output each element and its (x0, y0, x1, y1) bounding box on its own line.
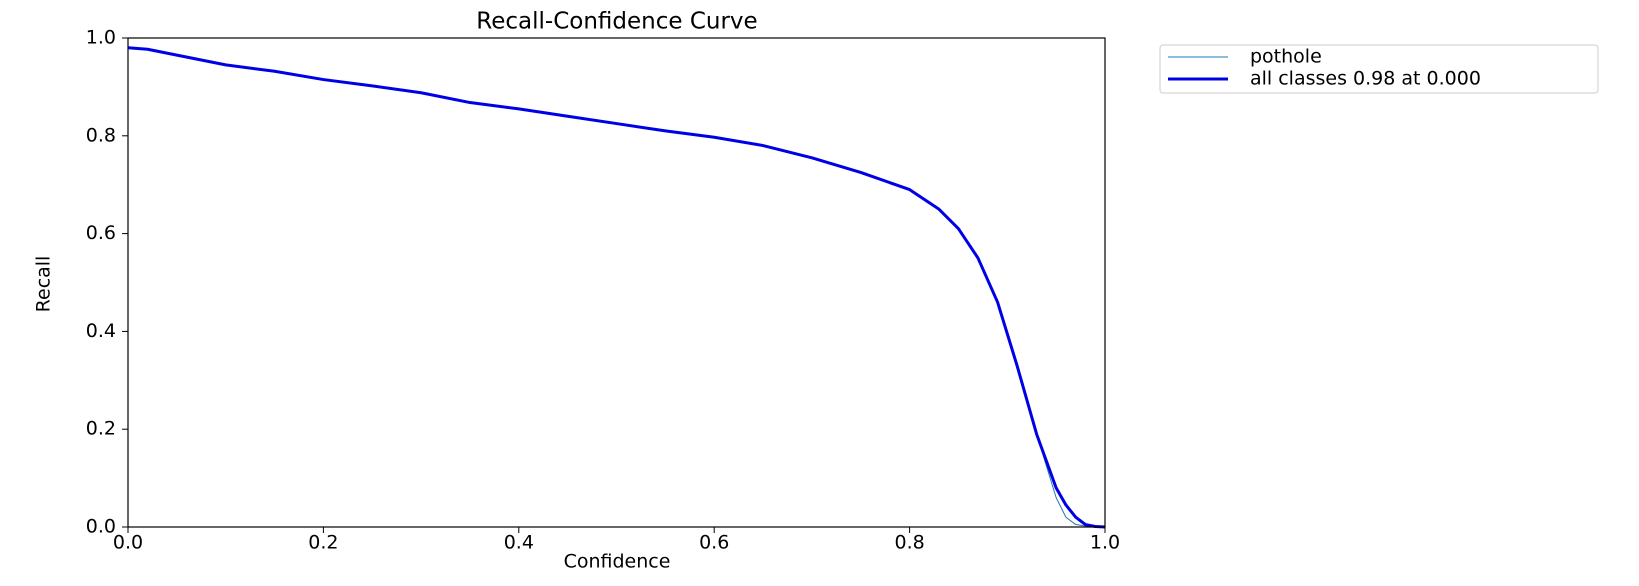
x-tick-label: 0.8 (894, 532, 924, 554)
chart-title: Recall-Confidence Curve (476, 9, 757, 35)
legend-label: pothole (1250, 46, 1322, 68)
y-tick-label: 0.4 (86, 320, 116, 342)
legend-box (1159, 44, 1599, 94)
y-axis-label: Recall (33, 256, 55, 313)
y-tick-label: 0.8 (86, 124, 116, 146)
legend-label: all classes 0.98 at 0.000 (1250, 68, 1481, 90)
y-tick-label: 0.2 (86, 418, 116, 440)
x-tick-label: 0.0 (113, 532, 143, 554)
x-tick-label: 1.0 (1090, 532, 1120, 554)
plot-frame (127, 37, 1106, 528)
y-tick-label: 0.6 (86, 222, 116, 244)
y-tick-label: 0.0 (86, 516, 116, 538)
x-tick-label: 0.4 (504, 532, 534, 554)
x-tick-label: 0.6 (699, 532, 729, 554)
y-tick-label: 1.0 (86, 27, 116, 49)
series-line (127, 46, 1106, 529)
x-axis-label: Confidence (564, 551, 671, 573)
series-line (127, 47, 1106, 528)
x-tick-label: 0.2 (308, 532, 338, 554)
